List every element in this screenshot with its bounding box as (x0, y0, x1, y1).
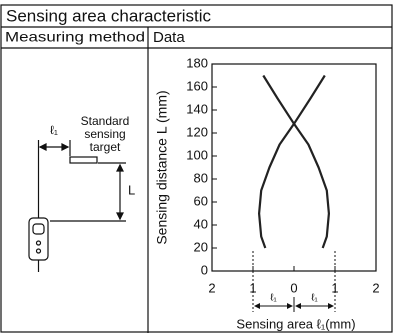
x-tick-label: 0 (290, 280, 297, 295)
y-tick-label: 100 (186, 147, 208, 162)
target-label: Standard (81, 114, 130, 128)
sensor-led (35, 240, 42, 246)
arrowhead (116, 163, 124, 221)
y-tick-label: 180 (186, 55, 208, 70)
y-tick-label: 0 (201, 262, 208, 277)
target-label: target (90, 140, 121, 154)
y-axis-label: Sensing distance L (mm) (154, 90, 170, 244)
y-tick-label: 140 (186, 101, 208, 116)
y-tick-label: 160 (186, 78, 208, 93)
y-tick-label: 120 (186, 124, 208, 139)
target-label: sensing (84, 127, 125, 141)
sensor-led (35, 248, 42, 254)
distance-label: L (128, 182, 135, 197)
y-tick-label: 80 (194, 170, 208, 185)
column-header: Measuring method (5, 29, 145, 45)
target (69, 156, 98, 164)
y-tick-label: 40 (194, 216, 208, 231)
table-frame (0, 4, 393, 333)
arrowhead (38, 143, 70, 151)
curve (262, 74, 330, 249)
x-tick-label: 2 (372, 280, 379, 295)
chart: 02040608010012014016018021012ℓ₁ℓ₁Sensing… (154, 55, 380, 331)
column-header: Data (153, 29, 185, 46)
x-axis-label: Sensing area ℓ₁(mm) (236, 316, 355, 331)
annotation: ℓ₁ (311, 293, 318, 304)
method-diagram (28, 140, 126, 272)
sensor-window (32, 223, 45, 235)
title: Sensing area characteristic (6, 6, 212, 25)
curve (258, 74, 326, 249)
annotation: ℓ₁ (270, 293, 277, 304)
y-tick-label: 60 (194, 193, 208, 208)
y-tick-label: 20 (194, 239, 208, 254)
x-tick-label: 2 (208, 280, 215, 295)
width-label: ℓ₁ (50, 123, 58, 137)
